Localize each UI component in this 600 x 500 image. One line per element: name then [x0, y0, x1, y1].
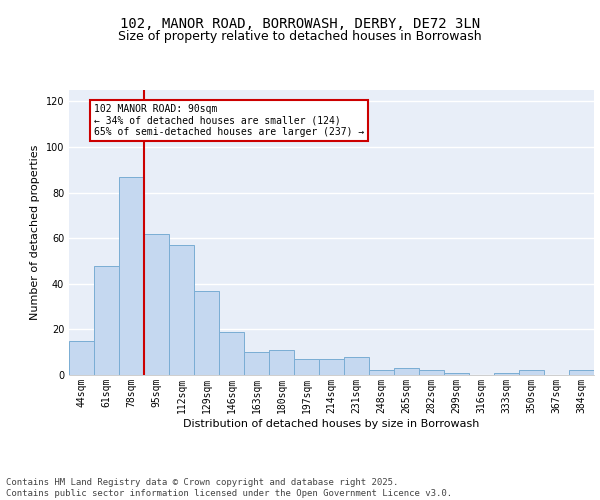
Bar: [569, 370, 594, 375]
Text: Contains HM Land Registry data © Crown copyright and database right 2025.
Contai: Contains HM Land Registry data © Crown c…: [6, 478, 452, 498]
Text: 102 MANOR ROAD: 90sqm
← 34% of detached houses are smaller (124)
65% of semi-det: 102 MANOR ROAD: 90sqm ← 34% of detached …: [94, 104, 364, 137]
Text: Size of property relative to detached houses in Borrowash: Size of property relative to detached ho…: [118, 30, 482, 43]
Bar: [519, 370, 544, 375]
Bar: [119, 176, 144, 375]
Bar: [69, 341, 94, 375]
Bar: [269, 350, 294, 375]
Bar: [144, 234, 169, 375]
Bar: [344, 357, 369, 375]
Text: 102, MANOR ROAD, BORROWASH, DERBY, DE72 3LN: 102, MANOR ROAD, BORROWASH, DERBY, DE72 …: [120, 18, 480, 32]
Bar: [419, 370, 444, 375]
Bar: [494, 372, 519, 375]
Bar: [244, 352, 269, 375]
Y-axis label: Number of detached properties: Number of detached properties: [30, 145, 40, 320]
X-axis label: Distribution of detached houses by size in Borrowash: Distribution of detached houses by size …: [184, 418, 479, 428]
Bar: [94, 266, 119, 375]
Bar: [369, 370, 394, 375]
Bar: [169, 245, 194, 375]
Bar: [194, 290, 219, 375]
Bar: [294, 359, 319, 375]
Bar: [394, 368, 419, 375]
Bar: [444, 372, 469, 375]
Bar: [219, 332, 244, 375]
Bar: [319, 359, 344, 375]
